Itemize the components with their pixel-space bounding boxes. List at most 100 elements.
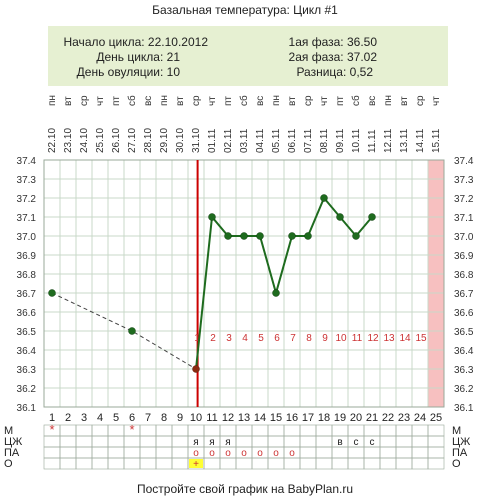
symptom-cell <box>107 446 125 459</box>
chart-title: Базальная температура: Цикл #1 <box>152 3 338 17</box>
weekday-label: пт <box>111 96 122 106</box>
weekday-label: вт <box>175 96 186 106</box>
symptom-cell <box>315 446 333 459</box>
symptom-row-label-right: М <box>452 425 461 437</box>
symptom-cell <box>283 457 301 470</box>
symptom-cell <box>203 457 221 470</box>
day-number: 20 <box>350 412 362 424</box>
symptom-mark: о <box>241 448 247 459</box>
symptom-mark: с <box>370 437 375 448</box>
symptom-cell <box>251 435 269 448</box>
day-number: 22 <box>382 412 394 424</box>
symptom-cell <box>347 457 365 470</box>
symptom-cell <box>43 435 61 448</box>
phase2-day-number: 11 <box>352 333 363 344</box>
date-label: 09.11 <box>335 128 346 153</box>
day-number: 11 <box>206 412 217 424</box>
day-number: 17 <box>302 412 314 424</box>
phase2-day-number: 6 <box>274 333 280 344</box>
symptom-cell <box>283 424 301 437</box>
y-tick-left: 37.2 <box>17 194 37 205</box>
symptom-cell <box>267 435 285 448</box>
temperature-point <box>208 213 216 221</box>
temperature-line <box>195 196 373 370</box>
symptom-mark: о <box>225 448 231 459</box>
symptom-cell <box>299 424 317 437</box>
weekday-label: вс <box>143 96 154 106</box>
phase2-day-number: 5 <box>258 333 264 344</box>
footer-text: Постройте свой график на BabyPlan.ru <box>137 482 353 496</box>
temperature-point <box>48 289 56 297</box>
symptom-cell <box>411 446 429 459</box>
y-tick-left: 36.4 <box>17 346 37 357</box>
symptom-cell <box>427 446 445 459</box>
date-label: 27.10 <box>127 128 138 153</box>
symptom-cell <box>427 424 445 437</box>
y-tick-right: 37.4 <box>454 156 474 167</box>
y-tick-right: 36.3 <box>454 365 474 376</box>
symptom-cell <box>75 446 93 459</box>
temperature-point <box>192 365 200 373</box>
day-number: 21 <box>366 412 378 424</box>
symptom-cell <box>395 424 413 437</box>
temperature-point <box>336 213 344 221</box>
y-tick-left: 36.3 <box>17 365 37 376</box>
weekday-label: чт <box>431 96 442 106</box>
date-label: 29.10 <box>159 128 170 153</box>
y-tick-right: 36.7 <box>454 289 474 300</box>
symptom-mark: с <box>354 437 359 448</box>
symptom-cell <box>219 424 237 437</box>
date-label: 28.10 <box>143 128 154 153</box>
day-number: 25 <box>430 412 442 424</box>
date-label: 02.11 <box>223 128 234 153</box>
phase1-label: 1ая фаза: 36.50 <box>289 35 378 49</box>
weekday-label: сб <box>126 95 138 106</box>
y-tick-right: 37.2 <box>454 194 474 205</box>
symptom-cell <box>171 446 189 459</box>
phase2-day-number: 9 <box>322 333 328 344</box>
day-number: 18 <box>318 412 330 424</box>
weekday-label: пт <box>223 96 234 106</box>
symptom-row-label-right: О <box>452 458 461 470</box>
weekday-label: ср <box>79 95 90 106</box>
y-tick-left: 36.8 <box>17 270 37 281</box>
phase2-label: 2ая фаза: 37.02 <box>289 50 378 64</box>
temperature-point <box>272 289 280 297</box>
symptom-cell <box>91 424 109 437</box>
symptom-mark: я <box>193 437 198 448</box>
phase2-day-number: 3 <box>226 333 232 344</box>
symptom-mark: я <box>209 437 214 448</box>
day-number: 8 <box>161 412 167 424</box>
symptom-cell <box>363 424 381 437</box>
symptom-cell <box>107 435 125 448</box>
weekday-label: ср <box>415 95 426 106</box>
symptom-mark: * <box>129 422 134 437</box>
symptom-cell <box>235 435 253 448</box>
date-label: 26.10 <box>111 128 122 153</box>
symptom-cell <box>155 424 173 437</box>
day-number: 9 <box>177 412 183 424</box>
symptom-cell <box>363 457 381 470</box>
y-tick-right: 36.1 <box>454 403 474 414</box>
date-label: 07.11 <box>303 128 314 153</box>
phase2-day-number: 14 <box>399 333 411 344</box>
symptom-row-label-left: О <box>4 458 13 470</box>
day-number: 15 <box>270 412 282 424</box>
symptom-cell <box>379 457 397 470</box>
symptom-cell <box>155 457 173 470</box>
day-number: 3 <box>81 412 87 424</box>
symptom-cell <box>299 446 317 459</box>
date-label: 11.11 <box>367 129 378 153</box>
symptom-cell <box>123 457 141 470</box>
weekday-label: вс <box>367 96 378 106</box>
y-tick-right: 36.9 <box>454 251 474 262</box>
phase2-day-number: 8 <box>306 333 312 344</box>
day-number: 24 <box>414 412 426 424</box>
y-tick-right: 36.4 <box>454 346 474 357</box>
weekday-label: вт <box>287 96 298 106</box>
symptom-cell <box>139 435 157 448</box>
day-number: 19 <box>334 412 346 424</box>
symptom-cell <box>267 424 285 437</box>
symptom-mark: о <box>257 448 263 459</box>
date-label: 25.10 <box>95 128 106 153</box>
